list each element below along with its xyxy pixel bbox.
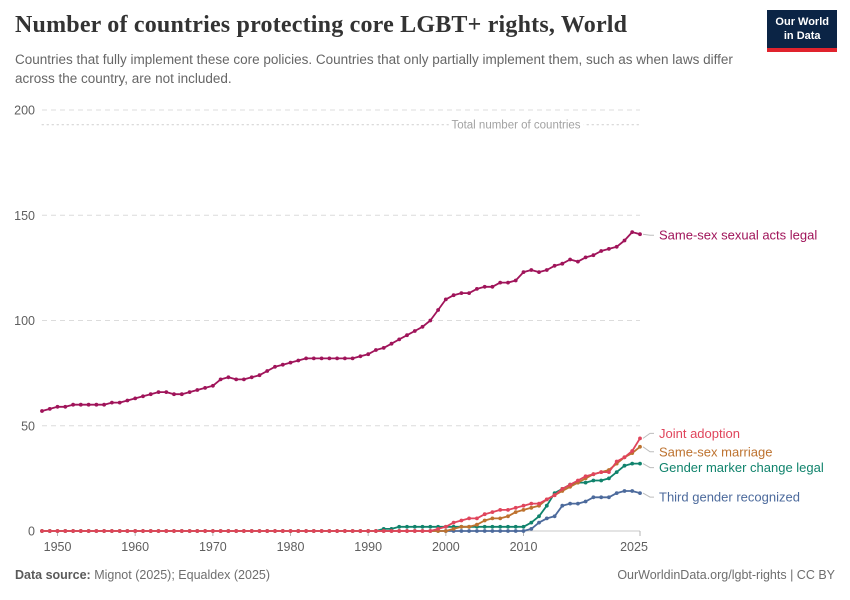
owid-logo-line1: Our World xyxy=(775,16,829,28)
y-axis-label-50: 50 xyxy=(21,419,35,433)
markers-same-sex-marriage xyxy=(40,444,642,533)
series-label-gender-marker-change-legal[interactable]: Gender marker change legal xyxy=(659,460,824,475)
x-axis-label-2000: 2000 xyxy=(432,540,460,554)
x-axis-label-1960: 1960 xyxy=(121,540,149,554)
markers-third-gender-recognized xyxy=(40,489,642,533)
x-axis-label-1990: 1990 xyxy=(354,540,382,554)
y-axis-label-150: 150 xyxy=(14,209,35,223)
series-label-same-sex-sexual-acts-legal[interactable]: Same-sex sexual acts legal xyxy=(659,228,817,243)
owid-logo[interactable]: Our World in Data xyxy=(767,10,837,52)
markers-same-sex-sexual-acts-legal xyxy=(40,230,642,413)
x-axis-label-2025: 2025 xyxy=(620,540,648,554)
label-leader-same-sex-marriage xyxy=(642,446,654,453)
markers-joint-adoption xyxy=(40,436,642,533)
series-label-joint-adoption[interactable]: Joint adoption xyxy=(659,426,740,441)
label-leader-joint-adoption xyxy=(642,432,654,439)
chart-footer: Data source: Mignot (2025); Equaldex (20… xyxy=(15,568,835,582)
x-axis-label-1980: 1980 xyxy=(277,540,305,554)
footer-link[interactable]: OurWorldinData.org/lgbt-rights | CC BY xyxy=(617,568,835,582)
label-leader-gender-marker-change-legal xyxy=(642,463,654,469)
series-label-same-sex-marriage[interactable]: Same-sex marriage xyxy=(659,444,772,459)
owid-logo-line2: in Data xyxy=(783,29,821,42)
y-axis-label-200: 200 xyxy=(14,104,35,118)
x-axis-label-1970: 1970 xyxy=(199,540,227,554)
chart-title: Number of countries protecting core LGBT… xyxy=(15,12,628,38)
label-leader-same-sex-sexual-acts-legal xyxy=(642,233,654,236)
series-label-third-gender-recognized[interactable]: Third gender recognized xyxy=(659,490,800,505)
line-same-sex-sexual-acts-legal[interactable] xyxy=(41,231,641,412)
x-axis-label-2010: 2010 xyxy=(510,540,538,554)
data-source: Data source: Mignot (2025); Equaldex (20… xyxy=(15,568,270,582)
x-axis-label-1950: 1950 xyxy=(44,540,72,554)
y-axis-label-100: 100 xyxy=(14,314,35,328)
label-leader-third-gender-recognized xyxy=(642,492,654,498)
y-axis-label-0: 0 xyxy=(28,525,35,539)
total-countries-label: Total number of countries xyxy=(451,120,580,132)
data-source-label: Data source: xyxy=(15,568,91,582)
data-source-value: Mignot (2025); Equaldex (2025) xyxy=(94,568,271,582)
chart-subtitle: Countries that fully implement these cor… xyxy=(15,52,733,87)
